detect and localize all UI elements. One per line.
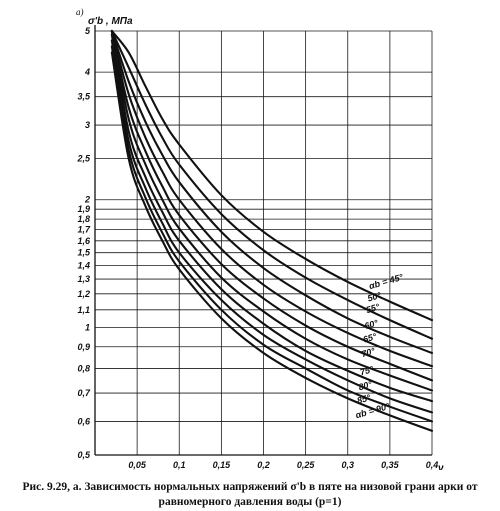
x-axis-label: ν	[438, 463, 444, 470]
y-tick-label: 1,4	[77, 260, 90, 270]
figure-caption: Рис. 9.29, а. Зависимость нормальных нап…	[10, 480, 490, 510]
x-tick-label: 0,25	[297, 460, 316, 470]
y-tick-label: 1,5	[77, 248, 91, 258]
series-label: 70°	[360, 346, 376, 359]
series-label: 80°	[357, 379, 373, 392]
axes	[94, 25, 432, 456]
y-tick-label: 0,6	[77, 416, 91, 426]
series-label: αb = 45°	[368, 272, 405, 291]
y-tick-label: 0,5	[77, 450, 91, 460]
tick-labels: 0,5 0,6 0,7 0,8 0,9 1 1,1 1,2 1,3 1,4 1,5 1,61,71,8…	[76, 26, 438, 470]
caption-line-1: Рис. 9.29, а. Зависимость нормальных нап…	[22, 481, 478, 493]
y-axis-label: σ'b , МПа	[88, 16, 133, 27]
y-tick-label: 3	[85, 120, 90, 130]
x-tick-label: 0,1	[173, 460, 186, 470]
series-label: 65°	[362, 331, 378, 344]
series-label: 75°	[359, 364, 375, 377]
y-tick-label: 0,7	[77, 388, 91, 398]
y-tick-label: 1,7	[77, 225, 91, 235]
series-line	[110, 39, 434, 414]
series-line	[110, 29, 434, 392]
series-line	[110, 29, 434, 340]
series-line	[110, 29, 434, 368]
x-tick-label: 0,2	[257, 460, 270, 470]
series-line	[110, 51, 434, 432]
x-tick-label: 0,35	[381, 460, 400, 470]
caption-line-2: равномерного давления воды (p=1)	[158, 496, 342, 508]
series-line	[110, 29, 434, 355]
series-line	[110, 33, 434, 403]
series-line	[110, 45, 434, 423]
series-label: 50°	[366, 290, 382, 303]
series-group	[110, 29, 434, 432]
y-tick-label: 2,5	[76, 154, 91, 164]
x-tick-label: 0,15	[213, 460, 232, 470]
y-tick-label: 2	[84, 195, 90, 205]
series-label: 85°	[356, 392, 372, 405]
panel-label: а)	[76, 7, 84, 17]
grid	[95, 30, 433, 456]
y-tick-label: 3,5	[77, 92, 91, 102]
x-tick-label: 0,05	[128, 460, 147, 470]
y-tick-label: 4	[84, 67, 90, 77]
series-label: 60°	[363, 318, 379, 331]
y-tick-label: 1,6	[77, 236, 91, 246]
y-tick-label: 1,3	[77, 274, 90, 284]
y-tick-label: 1,8	[77, 214, 90, 224]
series-line	[110, 29, 434, 322]
x-tick-label: 0,3	[341, 460, 354, 470]
y-tick-label: 5	[85, 26, 91, 36]
y-tick-label: 1,9	[77, 204, 90, 214]
y-tick-label: 0,8	[77, 363, 90, 373]
y-tick-label: 1,1	[77, 305, 90, 315]
y-tick-label: 0,9	[77, 342, 90, 352]
chart: 0,5 0,6 0,7 0,8 0,9 1 1,1 1,2 1,3 1,4 1,5 1,61,71,8…	[76, 7, 444, 470]
series-line	[110, 29, 434, 382]
y-tick-label: 1	[85, 322, 90, 332]
x-tick-label: 0,4	[426, 460, 439, 470]
series-label: 55°	[365, 302, 381, 315]
y-tick-label: 1,2	[77, 289, 90, 299]
